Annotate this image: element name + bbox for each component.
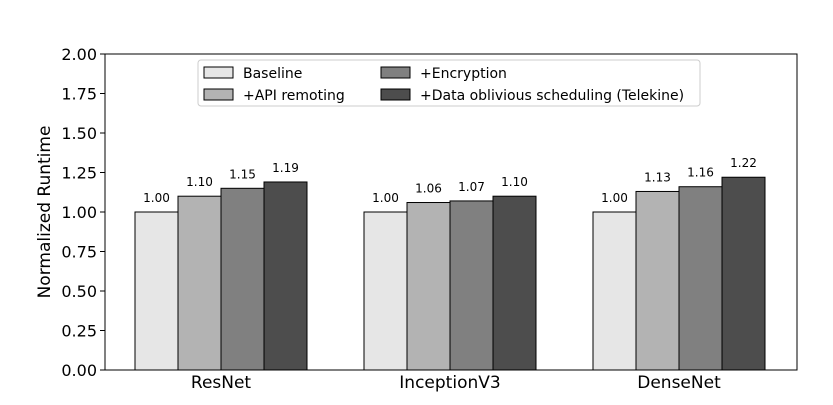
y-tick-label: 1.75 <box>61 85 97 104</box>
bar-value-label: 1.19 <box>272 161 299 175</box>
bar-value-label: 1.10 <box>186 175 213 189</box>
y-tick-label: 1.50 <box>61 124 97 143</box>
bar <box>592 211 637 371</box>
legend-swatch <box>380 66 411 79</box>
bar-value-label: 1.10 <box>501 175 528 189</box>
legend-swatch <box>203 88 234 101</box>
y-tick-label: 1.25 <box>61 164 97 183</box>
bar <box>449 200 494 371</box>
legend-swatch <box>203 66 234 79</box>
value-labels-layer: 1.00 1.00 1.00 1.10 1.06 1.13 1.15 1.07 1.16 1.19… <box>143 156 757 205</box>
bar-value-label: 1.15 <box>229 167 256 181</box>
legend-label: +Encryption <box>420 66 507 82</box>
bar-value-label: 1.06 <box>415 182 442 196</box>
bar <box>220 187 265 371</box>
y-tick-label: 1.00 <box>61 203 97 222</box>
bar <box>363 211 408 371</box>
bar-value-label: 1.00 <box>601 191 628 205</box>
bar <box>177 195 222 371</box>
x-tick-label: ResNet <box>191 373 252 393</box>
y-tick-label: 2.00 <box>61 45 97 64</box>
bar <box>134 211 179 371</box>
bar <box>492 195 537 371</box>
legend-label: +API remoting <box>243 88 345 104</box>
bar <box>721 176 766 371</box>
legend-frame <box>197 59 701 107</box>
x-tick-label: DenseNet <box>637 373 721 393</box>
y-tick-label: 0.25 <box>61 322 97 341</box>
y-tick-label: 0.50 <box>61 282 97 301</box>
legend-swatch <box>380 88 411 101</box>
bar <box>406 202 451 371</box>
bar-value-label: 1.13 <box>644 170 671 184</box>
plot-frame <box>104 53 798 371</box>
bar-value-label: 1.16 <box>687 166 714 180</box>
y-axis-ticks: 0.00 0.25 0.50 0.75 1.00 1.25 1.50 1.75 2.00 <box>61 45 105 380</box>
y-axis-label: Normalized Runtime <box>35 126 55 299</box>
bar <box>635 190 680 371</box>
x-axis-ticks: ResNet InceptionV3 DenseNet <box>191 373 721 393</box>
bar-value-label: 1.00 <box>143 191 170 205</box>
legend-label: +Data oblivious scheduling (Telekine) <box>420 88 684 104</box>
bar-value-label: 1.07 <box>458 180 485 194</box>
y-tick-label: 0.00 <box>61 361 97 380</box>
legend: Baseline +API remoting +Encryption +Data ob… <box>197 59 701 107</box>
bar <box>678 186 723 371</box>
bar-value-label: 1.00 <box>372 191 399 205</box>
bar-value-label: 1.22 <box>730 156 757 170</box>
x-tick-label: InceptionV3 <box>399 373 500 393</box>
legend-label: Baseline <box>243 66 302 82</box>
bar <box>263 181 308 371</box>
y-tick-label: 0.75 <box>61 243 97 262</box>
bars-layer <box>134 176 766 371</box>
